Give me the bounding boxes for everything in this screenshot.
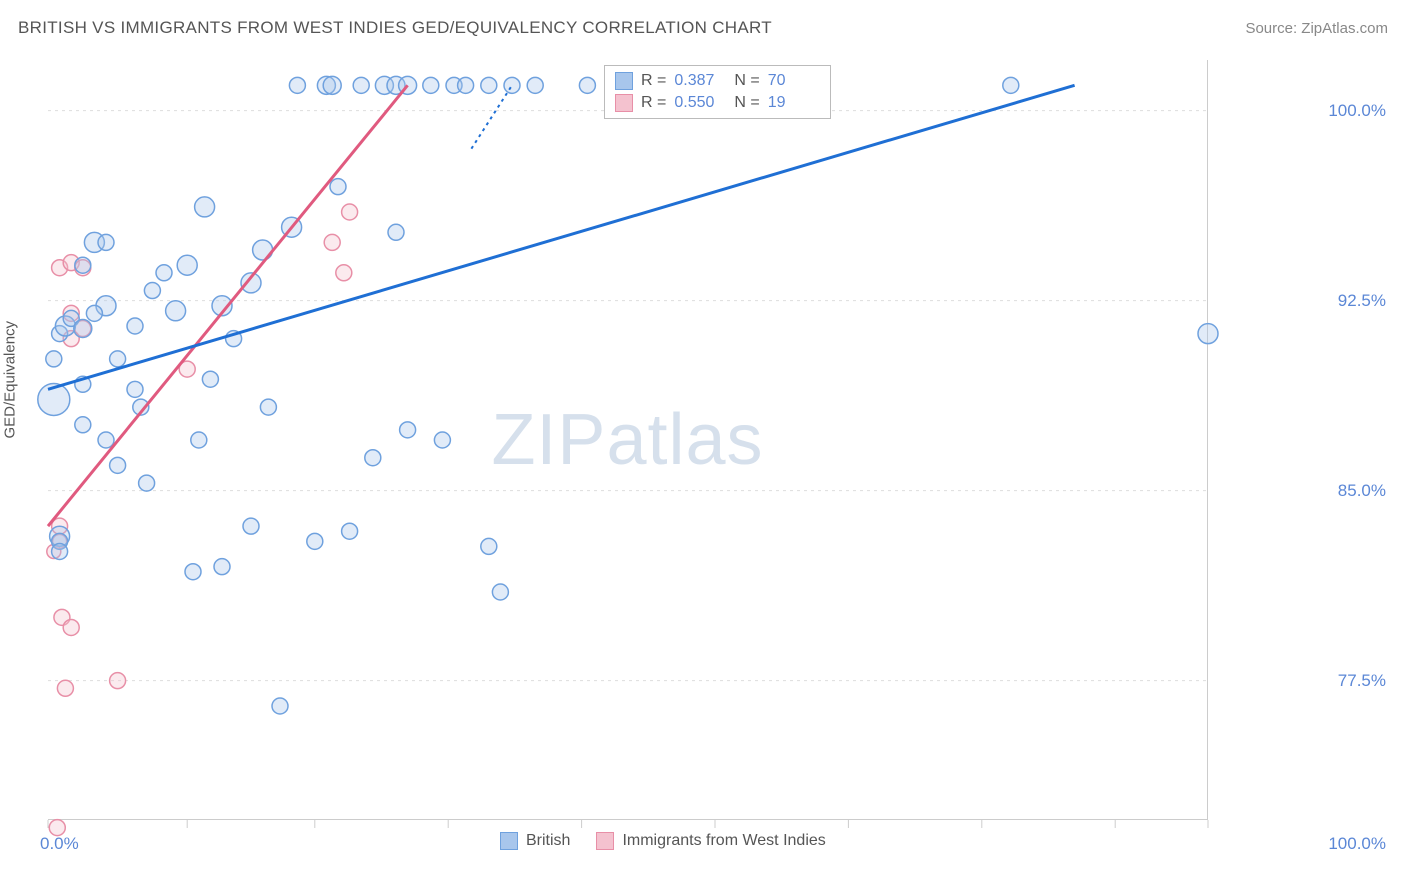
british-point — [75, 257, 91, 273]
british-point — [289, 77, 305, 93]
british-point — [98, 432, 114, 448]
british-point — [330, 179, 346, 195]
british-point — [481, 77, 497, 93]
plot-area: ZIPatlas R =0.387N =70R =0.550N =19 — [48, 60, 1208, 820]
british-point — [139, 475, 155, 491]
british-point — [388, 224, 404, 240]
chart-title: BRITISH VS IMMIGRANTS FROM WEST INDIES G… — [18, 18, 772, 38]
british-point — [195, 197, 215, 217]
british-point — [307, 533, 323, 549]
british-point — [86, 305, 102, 321]
n-label: N = — [734, 72, 759, 90]
legend-item: British — [500, 832, 570, 850]
series-swatch — [615, 72, 633, 90]
stats-row: R = 0.387 N = 70 — [615, 70, 820, 92]
british-point — [323, 76, 341, 94]
correlation-stats-box: R = 0.387 N = 70 R = 0.550 N = 19 — [604, 65, 831, 119]
british-trend-ext — [471, 85, 512, 148]
r-value: 0.387 — [674, 72, 726, 90]
british-point — [144, 283, 160, 299]
west-indies-point — [336, 265, 352, 281]
british-point — [492, 584, 508, 600]
y-tick-label: 100.0% — [1328, 101, 1386, 121]
british-point — [166, 301, 186, 321]
british-trend — [48, 85, 1075, 389]
british-point — [527, 77, 543, 93]
n-value: 70 — [768, 72, 820, 90]
british-point — [365, 450, 381, 466]
stats-row: R = 0.550 N = 19 — [615, 92, 820, 114]
scatter-chart-svg — [48, 60, 1207, 819]
british-point — [202, 371, 218, 387]
west-indies-point — [57, 680, 73, 696]
n-value: 19 — [768, 94, 820, 112]
west-indies-point — [110, 673, 126, 689]
r-label: R = — [641, 94, 666, 112]
british-point — [156, 265, 172, 281]
legend-item: Immigrants from West Indies — [596, 832, 825, 850]
british-point — [177, 255, 197, 275]
british-point — [1003, 77, 1019, 93]
british-point — [260, 399, 276, 415]
british-point — [253, 240, 273, 260]
british-point — [458, 77, 474, 93]
british-point — [1198, 324, 1218, 344]
legend-swatch — [500, 832, 518, 850]
british-point — [400, 422, 416, 438]
british-point — [74, 320, 92, 338]
british-point — [342, 523, 358, 539]
british-point — [185, 564, 201, 580]
british-point — [579, 77, 595, 93]
british-point — [127, 318, 143, 334]
british-point — [423, 77, 439, 93]
west-indies-point — [63, 619, 79, 635]
legend-swatch — [596, 832, 614, 850]
source-attribution: Source: ZipAtlas.com — [1245, 20, 1388, 37]
british-point — [127, 381, 143, 397]
british-point — [272, 698, 288, 714]
chart-header: BRITISH VS IMMIGRANTS FROM WEST INDIES G… — [18, 18, 1388, 38]
british-point — [214, 559, 230, 575]
british-point — [75, 417, 91, 433]
british-point — [434, 432, 450, 448]
x-tick-label-left: 0.0% — [40, 834, 79, 854]
british-point — [353, 77, 369, 93]
r-value: 0.550 — [674, 94, 726, 112]
british-point — [110, 351, 126, 367]
series-swatch — [615, 94, 633, 112]
west-indies-point — [342, 204, 358, 220]
legend-label: Immigrants from West Indies — [622, 832, 825, 850]
british-point — [46, 351, 62, 367]
british-point — [481, 538, 497, 554]
west-indies-point — [324, 234, 340, 250]
n-label: N = — [734, 94, 759, 112]
x-tick-label-right: 100.0% — [1328, 834, 1386, 854]
british-point — [110, 457, 126, 473]
y-axis-label: GED/Equivalency — [2, 321, 19, 439]
legend-label: British — [526, 832, 570, 850]
r-label: R = — [641, 72, 666, 90]
series-legend: British Immigrants from West Indies — [500, 832, 826, 850]
british-point — [191, 432, 207, 448]
british-point — [98, 234, 114, 250]
british-point — [504, 77, 520, 93]
y-tick-label: 92.5% — [1338, 291, 1386, 311]
british-point — [243, 518, 259, 534]
y-tick-label: 77.5% — [1338, 671, 1386, 691]
y-tick-label: 85.0% — [1338, 481, 1386, 501]
british-point — [52, 543, 68, 559]
